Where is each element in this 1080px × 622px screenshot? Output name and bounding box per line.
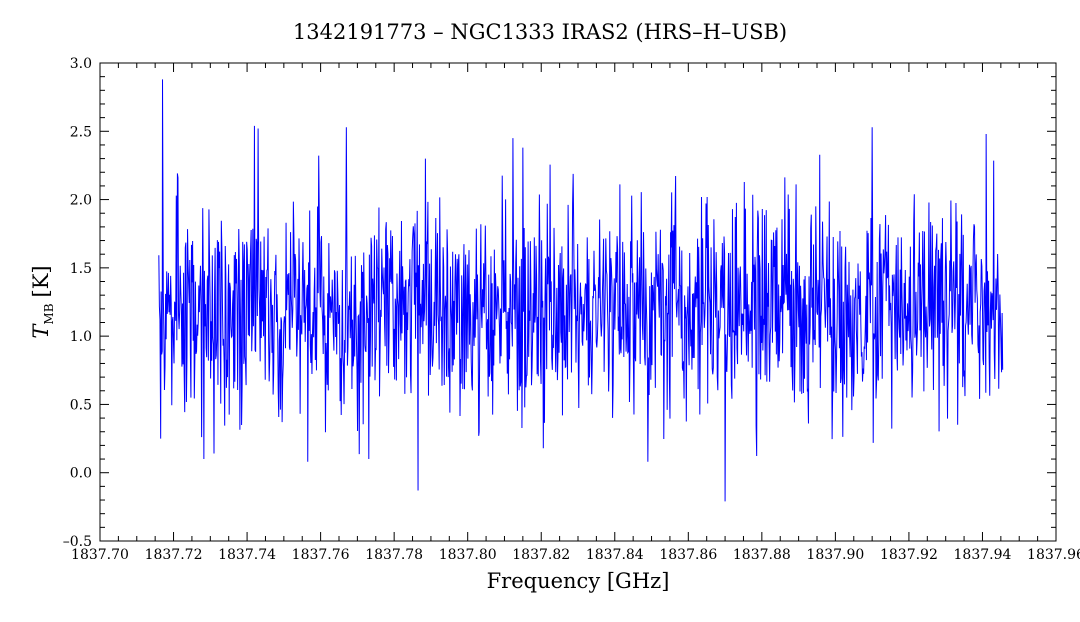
y-axis-ticks: –0.5 0.0 0.5 1.0 1.5 2.0 2.5 3.0 [63, 56, 1056, 550]
x-tick-label: 1837.88 [733, 547, 791, 563]
y-axis-label-subscript: MB [42, 303, 56, 324]
y-axis-label: TMB [K] [29, 265, 56, 338]
y-tick-label: –0.5 [63, 534, 92, 550]
y-axis-label-symbol: T [29, 323, 53, 339]
x-tick-label: 1837.96 [1027, 547, 1080, 563]
x-tick-label: 1837.86 [659, 547, 717, 563]
y-tick-label: 2.5 [70, 124, 92, 140]
y-tick-label: 1.5 [70, 261, 92, 277]
x-tick-label: 1837.76 [292, 547, 350, 563]
plot-area [158, 79, 1004, 502]
x-tick-label: 1837.72 [145, 547, 203, 563]
x-axis-label: Frequency [GHz] [487, 569, 670, 593]
y-tick-label: 0.0 [70, 466, 92, 482]
x-axis-ticks: 1837.70 1837.72 1837.74 1837.76 1837.78 1837.… [71, 63, 1080, 563]
y-tick-label: 3.0 [70, 56, 92, 72]
x-tick-label: 1837.94 [954, 547, 1012, 563]
chart-title: 1342191773 – NGC1333 IRAS2 (HRS–H–USB) [293, 20, 787, 44]
x-tick-label: 1837.70 [71, 547, 129, 563]
y-axis-label-unit: [K] [29, 265, 53, 297]
x-tick-label: 1837.78 [365, 547, 423, 563]
x-tick-label: 1837.84 [586, 547, 644, 563]
y-tick-label: 1.0 [70, 329, 92, 345]
x-tick-label: 1837.90 [806, 547, 864, 563]
x-tick-label: 1837.92 [880, 547, 938, 563]
y-tick-label: 2.0 [70, 193, 92, 209]
x-tick-label: 1837.80 [439, 547, 497, 563]
y-tick-label: 0.5 [70, 397, 92, 413]
x-tick-label: 1837.74 [218, 547, 276, 563]
series-line [158, 79, 1004, 502]
x-tick-label: 1837.82 [512, 547, 570, 563]
